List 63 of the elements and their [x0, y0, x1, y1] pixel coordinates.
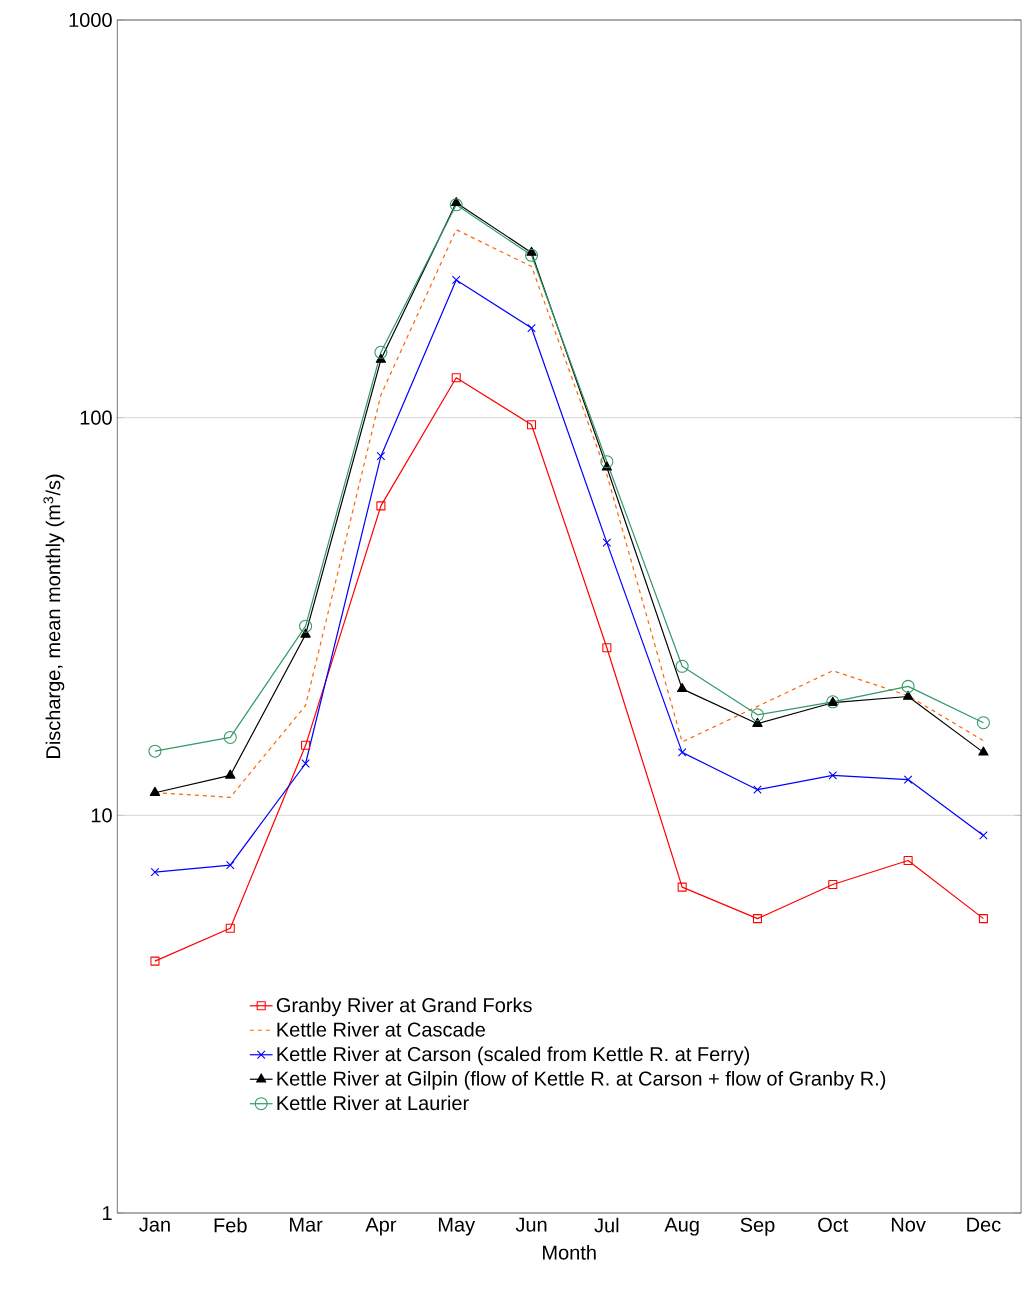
point	[299, 619, 313, 633]
x-tick-label: Nov	[892, 1217, 926, 1232]
point	[600, 455, 614, 469]
point	[525, 248, 539, 262]
point	[753, 785, 762, 795]
x-tick-label: May	[439, 1217, 476, 1236]
point	[903, 690, 914, 700]
point	[675, 659, 689, 673]
point	[903, 775, 913, 784]
point	[602, 643, 612, 653]
point	[376, 451, 386, 461]
legend-label: Kettle River at Laurier	[277, 1095, 469, 1111]
x-tick-label: Feb	[214, 1217, 247, 1233]
point	[301, 759, 311, 768]
point	[301, 740, 311, 750]
legend-label: Kettle River at Carson (scaled from Kettle R. at Ferry)	[277, 1046, 750, 1066]
x-tick-label: Jun	[515, 1217, 547, 1232]
x-tick-label: Sep	[740, 1217, 775, 1236]
point	[149, 786, 161, 796]
legend-label: Kettle River at Gilpin (flow of Kettle R. at Carson + flow of Granby R.)	[277, 1071, 886, 1090]
point	[978, 746, 989, 756]
point	[452, 275, 461, 285]
point	[828, 771, 838, 780]
point	[374, 345, 388, 359]
point	[751, 708, 765, 722]
point	[903, 855, 913, 866]
x-tick-label: Oct	[818, 1217, 849, 1232]
point	[901, 679, 915, 693]
point	[753, 914, 763, 924]
point	[977, 716, 991, 730]
point	[150, 867, 160, 877]
x-tick-label: Jul	[594, 1217, 619, 1233]
y-axis-title: Discharge, mean monthly (m$^{3}$/s)	[43, 474, 65, 758]
x-tick-label: Dec	[967, 1217, 1001, 1232]
point	[979, 831, 988, 840]
point	[677, 882, 687, 892]
x-tick-label: Mar	[290, 1217, 323, 1232]
point	[150, 956, 160, 966]
point	[451, 373, 461, 383]
point	[527, 420, 537, 430]
y-tick-label: 1000	[69, 12, 112, 28]
point	[148, 744, 162, 758]
y-tick-label: 1	[103, 1206, 112, 1220]
legend-label: Kettle River at Cascade	[277, 1022, 486, 1037]
point	[449, 198, 463, 212]
point	[225, 769, 236, 779]
point	[225, 923, 235, 933]
y-tick-label: 10	[92, 808, 112, 823]
point	[979, 914, 989, 924]
point	[527, 323, 536, 333]
x-tick-label: Apr	[365, 1217, 397, 1236]
x-axis-title: Month	[543, 1244, 596, 1260]
legend-label: Granby River at Grand Forks	[276, 997, 532, 1017]
point	[828, 879, 838, 890]
x-tick-label: Aug	[664, 1217, 699, 1236]
point	[376, 501, 386, 511]
x-tick-label: Jan	[139, 1217, 170, 1232]
y-tick-label: 100	[80, 410, 112, 425]
point	[602, 538, 612, 547]
point	[226, 860, 235, 870]
point	[223, 730, 237, 744]
point	[677, 682, 688, 693]
point	[677, 748, 687, 757]
